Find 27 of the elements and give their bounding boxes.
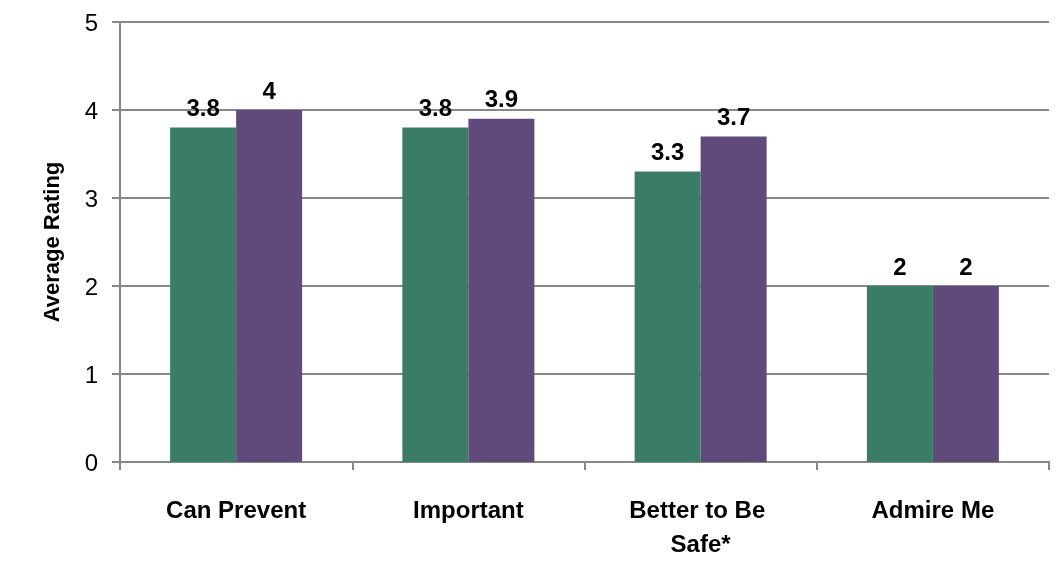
data-label: 3.3 (650, 138, 685, 166)
y-axis-title: Average Rating (38, 161, 64, 323)
y-tick-label: 2 (84, 272, 98, 300)
x-tick-label: Can Prevent (166, 495, 307, 523)
y-tick-label: 4 (84, 96, 98, 124)
data-label: 2 (959, 252, 973, 280)
bar (866, 286, 933, 462)
data-label: 3.8 (418, 94, 453, 122)
bar (170, 127, 237, 462)
x-tick-label: Admire Me (871, 495, 995, 523)
data-label: 3.7 (716, 102, 751, 130)
bar (402, 127, 469, 462)
y-tick-label: 3 (84, 184, 98, 212)
bar (932, 286, 999, 462)
x-tick-label: Important (413, 495, 524, 523)
data-label: 3.9 (484, 85, 519, 113)
bar (634, 171, 701, 462)
bar (468, 118, 535, 462)
data-label: 3.8 (186, 94, 220, 122)
data-label: 4 (262, 76, 277, 104)
x-tick-label: Better to Be Safe* (629, 495, 772, 557)
y-tick-label: 5 (84, 8, 98, 36)
bar (700, 136, 767, 462)
y-tick-label: 0 (84, 448, 98, 476)
y-tick-label: 1 (84, 360, 98, 388)
data-label: 2 (893, 252, 907, 280)
bar (236, 110, 303, 462)
